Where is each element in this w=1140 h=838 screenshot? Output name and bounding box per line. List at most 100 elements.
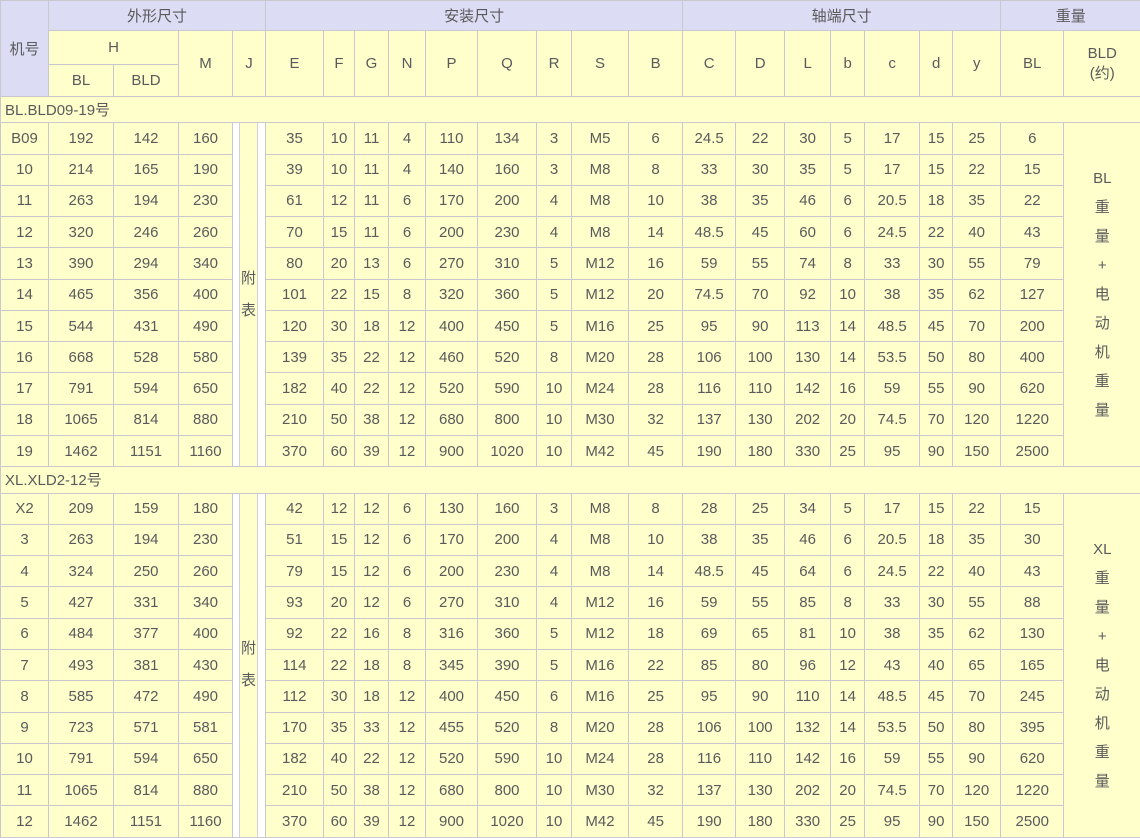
table-cell: 15 [919,153,954,186]
weight-note-cell: XL 重 量 + 电 动 机 重 量 [1063,492,1140,838]
header-group-weight: 重量 [1000,0,1140,31]
machine-no-cell: 12 [0,805,49,838]
header-col-S: S [571,30,630,97]
table-cell: 46 [784,184,832,218]
table-cell: 245 [1000,680,1065,713]
machine-no-cell: 17 [0,372,49,405]
table-cell: 20 [628,278,684,311]
table-cell: 4 [536,555,573,588]
table-cell: 4 [536,184,573,218]
table-cell: 95 [682,309,737,343]
table-cell: 132 [784,711,832,744]
table-cell: 14 [830,309,866,343]
table-cell: 59 [864,372,921,405]
table-cell: 130 [735,774,786,807]
table-cell: 15 [323,555,356,588]
machine-no-cell: 4 [0,555,49,588]
machine-no-cell: 10 [0,742,49,776]
table-cell: 90 [919,435,954,468]
table-cell: 70 [919,774,954,807]
table-cell: 465 [48,278,114,311]
table-cell: 194 [113,184,179,218]
table-row: 9 723 571 581 170 35 33 12 455 520 8 M20 28 106 100 132… [0,711,1140,744]
table-cell: 4 [536,586,573,619]
table-cell: 5 [830,122,866,155]
table-cell: 22 [1000,184,1065,218]
table-cell: 80 [735,648,786,682]
table-cell: 324 [48,555,114,588]
table-cell: 28 [628,711,684,744]
table-cell: 6 [388,555,427,588]
table-cell: 55 [952,586,1002,619]
table-cell: 20 [323,247,356,280]
table-cell: 50 [919,711,954,744]
table-cell: 182 [265,742,325,776]
table-cell: 22 [323,278,356,311]
table-cell: 106 [682,711,737,744]
header-col-B: B [628,30,684,97]
table-cell: 14 [628,555,684,588]
table-cell: 330 [784,435,832,468]
table-cell: 400 [178,617,233,650]
table-cell: 28 [682,492,737,525]
header-col-BL-weight: BL [1000,30,1065,97]
table-cell: 13 [354,247,390,280]
table-cell: 520 [477,341,538,374]
table-cell: 260 [178,555,233,588]
table-cell: 22 [952,492,1002,525]
table-cell: 20 [830,774,866,807]
table-cell: 1160 [178,805,233,838]
table-cell: 88 [1000,586,1065,619]
table-cell: 22 [952,153,1002,186]
table-cell: 46 [784,523,832,557]
table-cell: 74.5 [864,403,921,437]
table-cell: 200 [425,216,479,249]
table-cell: 130 [735,403,786,437]
table-cell: 12 [388,805,427,838]
table-cell: 25 [628,680,684,713]
table-cell: 64 [784,555,832,588]
table-cell: 65 [735,617,786,650]
table-row: 11 1065 814 880 210 50 38 12 680 800 10 M30 32 137 130… [0,774,1140,807]
table-cell: 35 [323,341,356,374]
table-cell: 484 [48,617,114,650]
table-cell: 12 [830,648,866,682]
table-cell: 10 [628,184,684,218]
table-cell: 142 [784,372,832,405]
table-cell: 580 [178,341,233,374]
header-col-G: G [354,30,390,97]
table-cell: 1220 [1000,774,1065,807]
table-cell: 180 [735,435,786,468]
table-cell: 160 [477,153,538,186]
table-cell: 493 [48,648,114,682]
table-cell: M8 [571,523,630,557]
table-cell: 59 [864,742,921,776]
table-cell: 30 [919,247,954,280]
table-cell: 80 [952,711,1002,744]
table-cell: 680 [425,774,479,807]
table-cell: 6 [628,122,684,155]
table-cell: 590 [477,742,538,776]
table-cell: 4 [536,216,573,249]
table-cell: M12 [571,617,630,650]
table-cell: 40 [323,742,356,776]
table-cell: 90 [735,680,786,713]
machine-no-cell: 12 [0,216,49,249]
table-cell: 200 [477,523,538,557]
table-cell: 320 [48,216,114,249]
table-cell: 460 [425,341,479,374]
weight-note-cell: BL 重 量 + 电 动 机 重 量 [1063,122,1140,468]
table-cell: 12 [354,523,390,557]
machine-no-cell: 19 [0,435,49,468]
table-cell: 39 [354,435,390,468]
table-cell: M8 [571,153,630,186]
table-cell: 28 [628,742,684,776]
table-body: BL.BLD09-19号 B09 192 142 160 附 表 35 10 11 4 110 134… [0,95,1140,838]
table-cell: 18 [354,680,390,713]
table-cell: 8 [388,648,427,682]
table-cell: M16 [571,680,630,713]
table-cell: 35 [735,523,786,557]
table-cell: 60 [323,805,356,838]
j-note-cell: 附 表 [231,492,267,838]
table-cell: 85 [784,586,832,619]
